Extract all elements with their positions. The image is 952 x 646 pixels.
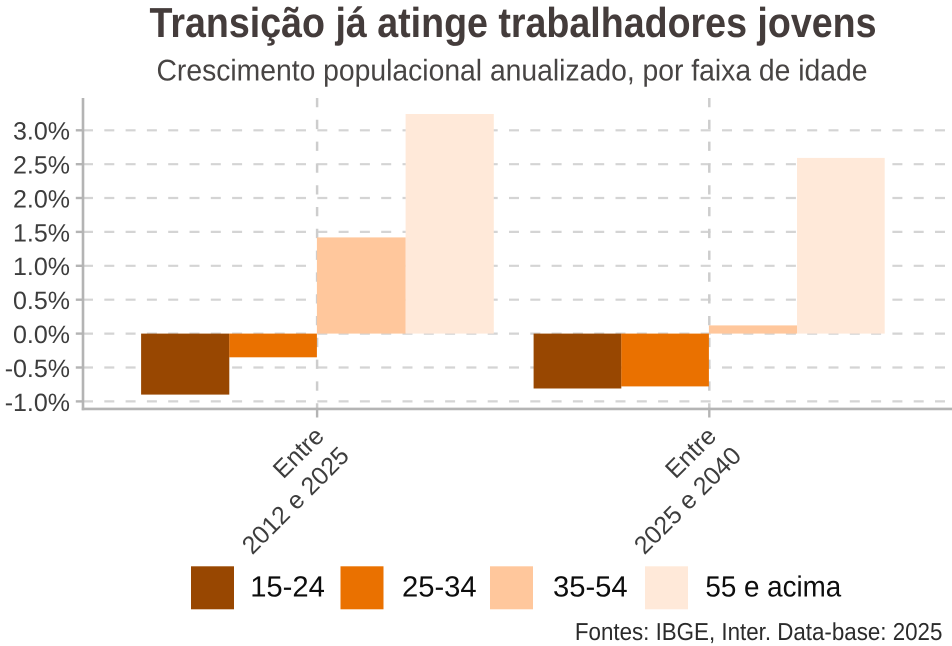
svg-text:-1.0%: -1.0% [5,389,70,417]
svg-text:0.5%: 0.5% [13,287,70,315]
svg-text:-0.5%: -0.5% [5,355,70,383]
svg-text:35-54: 35-54 [553,571,628,603]
svg-text:25-34: 25-34 [402,571,477,603]
svg-text:Transição já atinge trabalhado: Transição já atinge trabalhadores jovens [150,0,877,46]
svg-text:0.0%: 0.0% [13,321,70,349]
svg-text:2.0%: 2.0% [13,185,70,213]
svg-text:Fontes: IBGE, Inter. Data-base: Fontes: IBGE, Inter. Data-base: 2025 [575,619,943,646]
svg-text:3.0%: 3.0% [13,118,70,146]
svg-text:15-24: 15-24 [250,571,325,603]
svg-text:2.5%: 2.5% [13,152,70,180]
svg-text:1.5%: 1.5% [13,219,70,247]
svg-text:1.0%: 1.0% [13,253,70,281]
svg-text:55 e acima: 55 e acima [705,571,842,603]
svg-text:Crescimento populacional anual: Crescimento populacional anualizado, por… [157,55,868,88]
